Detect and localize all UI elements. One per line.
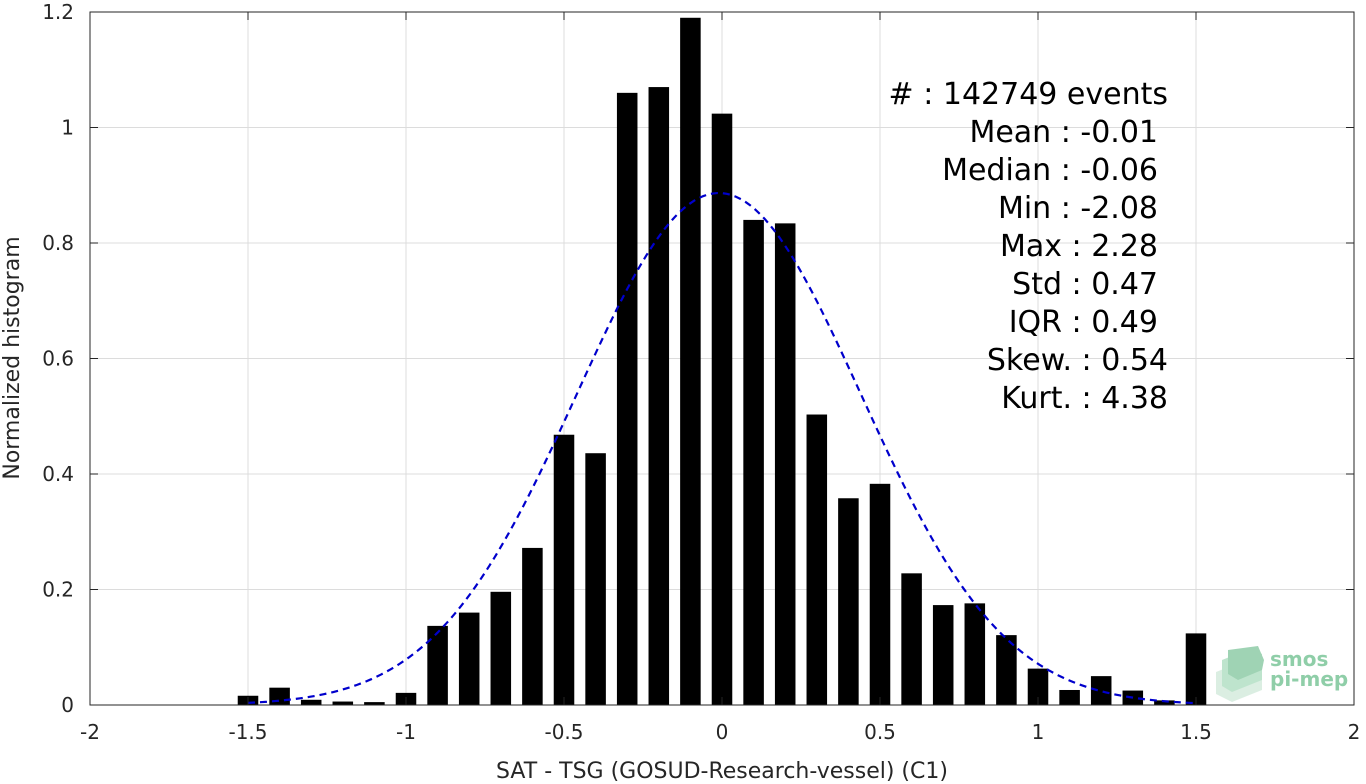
y-tick-label: 0.2	[42, 578, 74, 602]
histogram-bar	[585, 453, 606, 705]
histogram-bar	[774, 223, 796, 706]
stat-line: Mean : -0.01	[969, 115, 1158, 150]
y-tick-labels: 0 0.2 0.4 0.6 0.8 1 1.2	[42, 0, 74, 717]
x-tick-label: 1	[1032, 720, 1045, 744]
histogram-bar	[932, 605, 954, 705]
stat-line: Kurt. : 4.38	[1001, 381, 1168, 416]
histogram-bar	[553, 434, 575, 705]
histogram-bar	[1090, 676, 1112, 705]
y-tick-label: 0	[61, 693, 74, 717]
histogram-bar	[300, 699, 322, 705]
x-tick-label: 0	[716, 720, 729, 744]
x-tick-label: -2	[80, 720, 100, 744]
y-tick-label: 1	[61, 116, 74, 140]
histogram-bar	[743, 219, 764, 705]
stat-line: Skew. : 0.54	[987, 343, 1168, 378]
x-tick-label: -1	[396, 720, 416, 744]
stat-line: Std : 0.47	[1012, 267, 1158, 302]
histogram-bar	[269, 687, 290, 705]
stat-line: # : 142749 events	[889, 77, 1168, 112]
stat-line: Min : -2.08	[998, 191, 1158, 226]
stat-line: Median : -0.06	[942, 153, 1158, 188]
x-tick-label: 1.5	[1180, 720, 1212, 744]
histogram-bar	[427, 625, 448, 705]
x-tick-labels: -2 -1.5 -1 -0.5 0 0.5 1 1.5 2	[80, 720, 1360, 744]
histogram-bar	[616, 92, 638, 706]
stat-line: Max : 2.28	[1000, 229, 1158, 264]
histogram-bar	[648, 87, 670, 705]
y-tick-label: 1.2	[42, 0, 74, 24]
logo-mark-icon	[1216, 646, 1264, 702]
x-tick-label: 2	[1348, 720, 1361, 744]
y-tick-label: 0.4	[42, 462, 74, 486]
histogram-bar	[364, 702, 385, 705]
gaussian-fit-curve	[247, 191, 1197, 705]
y-tick-label: 0.8	[42, 231, 74, 255]
x-tick-label: 0.5	[864, 720, 896, 744]
histogram-bar	[838, 498, 859, 705]
y-axis-label: Normalized histogram	[0, 236, 25, 479]
histogram-bar	[458, 612, 480, 705]
histogram-bars	[237, 17, 1207, 706]
logo-text-line2: pi-mep	[1270, 667, 1348, 691]
x-tick-label: -1.5	[228, 720, 267, 744]
smos-pi-mep-logo: smos pi-mep	[1216, 646, 1348, 702]
histogram-bar	[869, 483, 891, 705]
histogram-bar	[964, 603, 986, 705]
axis-tick-marks	[89, 11, 1355, 706]
histogram-bar	[332, 701, 354, 705]
histogram-bar	[1059, 689, 1080, 705]
stat-line: IQR : 0.49	[1009, 305, 1158, 340]
histogram-bar	[1027, 668, 1049, 705]
histogram-bar	[1154, 700, 1175, 705]
histogram-bar	[522, 547, 543, 705]
histogram-bar	[490, 591, 512, 705]
histogram-bar	[711, 113, 733, 705]
y-tick-label: 0.6	[42, 347, 74, 371]
histogram-bar	[1185, 633, 1207, 705]
histogram-bar	[901, 573, 922, 705]
logo-text-line1: smos	[1270, 647, 1328, 671]
histogram-bar	[680, 17, 701, 705]
histogram-bar	[996, 635, 1017, 705]
x-tick-label: -0.5	[544, 720, 583, 744]
histogram-bar	[806, 414, 828, 705]
x-axis-label: SAT - TSG (GOSUD-Research-vessel) (C1)	[496, 759, 948, 784]
